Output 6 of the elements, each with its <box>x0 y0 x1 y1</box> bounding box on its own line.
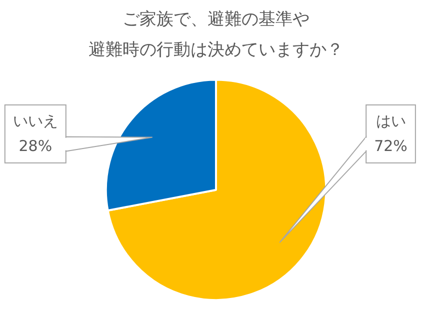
chart-subtitle: 避難時の行動は決めていますか？ <box>88 40 344 60</box>
slice-label: はい <box>376 112 406 130</box>
slice-label: いいえ <box>12 112 58 130</box>
chart-title: ご家族で、避難の基準や <box>122 10 310 30</box>
data-label: 28% <box>18 136 52 155</box>
data-label: 72% <box>374 136 408 155</box>
